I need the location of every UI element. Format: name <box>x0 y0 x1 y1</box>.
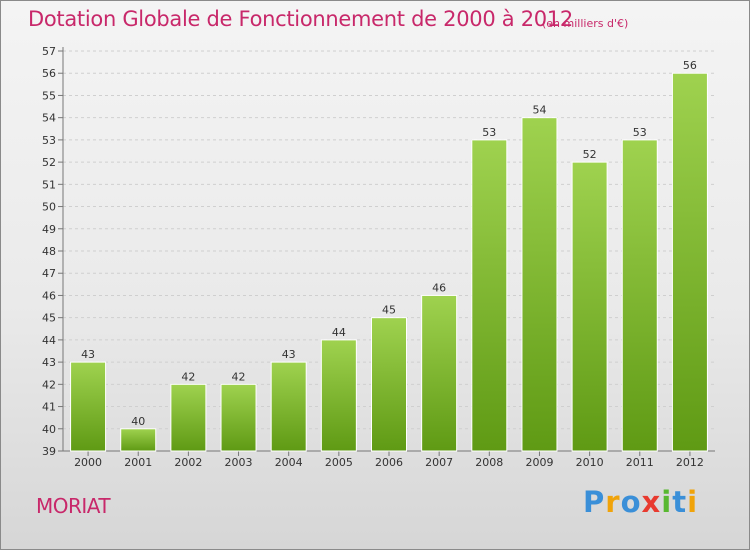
data-label: 40 <box>131 415 145 428</box>
data-label: 56 <box>683 59 697 72</box>
y-tick-label: 44 <box>42 334 56 347</box>
bar[interactable] <box>270 361 307 452</box>
y-tick-label: 39 <box>42 445 56 458</box>
data-label: 54 <box>532 104 546 117</box>
y-tick-label: 48 <box>42 245 56 258</box>
data-label: 53 <box>633 126 647 139</box>
data-label: 43 <box>81 348 95 361</box>
x-tick-label: 2008 <box>475 456 503 469</box>
bar[interactable] <box>421 294 458 452</box>
logo-letter: r <box>605 485 621 519</box>
x-tick-label: 2004 <box>275 456 303 469</box>
bar[interactable] <box>471 139 508 452</box>
y-tick-label: 42 <box>42 378 56 391</box>
y-tick-label: 43 <box>42 356 56 369</box>
y-tick-label: 40 <box>42 423 56 436</box>
y-tick-label: 55 <box>42 89 56 102</box>
y-tick-label: 41 <box>42 401 56 414</box>
x-tick-label: 2012 <box>676 456 704 469</box>
bars <box>70 72 708 452</box>
bar[interactable] <box>70 361 107 452</box>
bar[interactable] <box>170 383 207 452</box>
logo-letter: i <box>661 485 673 519</box>
data-label: 42 <box>181 370 195 383</box>
x-tick-label: 2003 <box>225 456 253 469</box>
data-label: 46 <box>432 281 446 294</box>
y-tick-label: 50 <box>42 201 56 214</box>
data-label: 53 <box>482 126 496 139</box>
y-tick-label: 47 <box>42 267 56 280</box>
data-label: 43 <box>282 348 296 361</box>
x-tick-label: 2011 <box>626 456 654 469</box>
data-label: 42 <box>232 370 246 383</box>
y-tick-label: 52 <box>42 156 56 169</box>
y-tick-label: 49 <box>42 223 56 236</box>
data-label: 44 <box>332 326 346 339</box>
bar[interactable] <box>621 139 658 452</box>
x-tick-label: 2001 <box>124 456 152 469</box>
logo-letter: t <box>672 485 688 519</box>
y-tick-label: 51 <box>42 178 56 191</box>
data-label: 52 <box>583 148 597 161</box>
unit-note: (en milliers d'€) <box>542 17 629 30</box>
y-tick-label: 46 <box>42 289 56 302</box>
data-label: 45 <box>382 304 396 317</box>
x-tick-label: 2009 <box>525 456 553 469</box>
logo-letter: o <box>620 485 642 519</box>
logo-letter: i <box>687 485 699 519</box>
y-tick-label: 45 <box>42 312 56 325</box>
x-tick-label: 2005 <box>325 456 353 469</box>
y-tick-label: 54 <box>42 112 56 125</box>
axes: 39 40 41 42 43 44 45 46 47 48 49 50 51 52 53 54 55 56 57 20… <box>42 45 715 469</box>
x-tick-label: 2002 <box>174 456 202 469</box>
x-tick-label: 2007 <box>425 456 453 469</box>
bar[interactable] <box>371 317 407 452</box>
y-tick-label: 57 <box>42 45 56 58</box>
x-tick-label: 2006 <box>375 456 403 469</box>
logo-letter: x <box>641 485 662 519</box>
bar[interactable] <box>320 339 357 452</box>
x-tick-label: 2000 <box>74 456 102 469</box>
bar[interactable] <box>220 383 257 452</box>
logo-letter: P <box>583 485 606 519</box>
bar[interactable] <box>521 117 558 452</box>
bar[interactable] <box>120 428 157 452</box>
commune-name: MORIAT <box>36 494 111 518</box>
bar[interactable] <box>571 161 608 452</box>
chart-title: Dotation Globale de Fonctionnement de 20… <box>28 7 573 31</box>
x-tick-label: 2010 <box>576 456 604 469</box>
proxiti-logo[interactable]: Proxiti <box>583 485 698 519</box>
bar[interactable] <box>671 72 708 452</box>
y-tick-label: 56 <box>42 67 56 80</box>
y-tick-label: 53 <box>42 134 56 147</box>
data-labels: 43 40 42 42 43 44 45 46 53 54 52 53 56 <box>81 59 697 428</box>
